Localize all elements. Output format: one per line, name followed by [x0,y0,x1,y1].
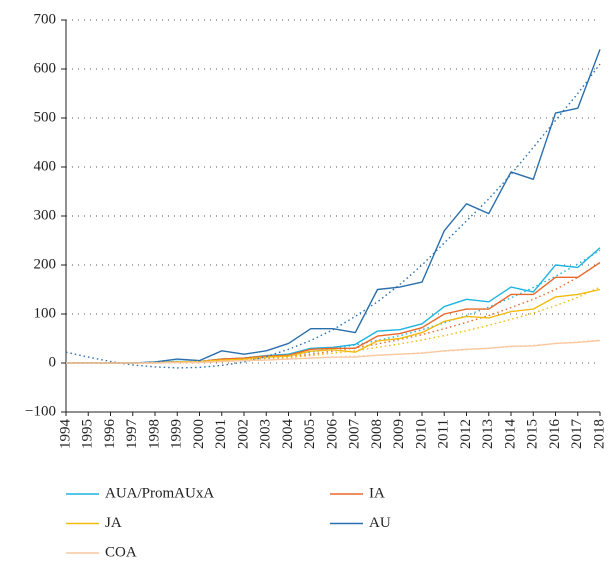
legend-label: AU [369,515,391,531]
x-tick-label: 2000 [191,419,207,449]
x-tick-label: 2014 [502,419,518,450]
x-tick-label: 2015 [525,419,541,449]
series-line [66,49,601,364]
x-tick-label: 2017 [569,419,585,450]
series-line [66,262,601,364]
legend-label: JA [105,515,122,531]
legend-label: COA [105,544,137,560]
y-tick-label: 0 [49,354,57,370]
trend-line [65,63,601,369]
x-tick-label: 2002 [235,419,251,449]
y-tick-label: 500 [34,109,57,125]
x-tick-label: 1995 [80,419,96,449]
legend-label: IA [369,485,385,501]
series-line [66,339,601,364]
y-tick-label: −100 [25,403,56,419]
x-tick-label: 1999 [169,419,185,449]
y-tick-label: 600 [34,60,57,76]
trend-line [66,339,601,364]
y-tick-label: 200 [34,256,57,272]
x-tick-label: 2010 [413,419,429,449]
x-tick-label: 2012 [458,419,474,449]
x-tick-label: 1998 [146,419,162,449]
legend-label: AUA/PromAUxA [105,485,214,501]
x-tick-label: 2005 [302,419,318,449]
trend-line [66,262,601,364]
x-tick-label: 1997 [124,419,140,450]
series-line [66,288,601,364]
x-tick-label: 2001 [213,419,229,449]
x-tick-label: 2004 [280,419,296,450]
x-tick-label: 2008 [369,419,385,449]
x-tick-label: 2003 [258,419,274,449]
x-tick-label: 2018 [591,419,607,449]
x-tick-label: 2006 [324,419,340,450]
x-tick-label: 2016 [547,419,563,450]
y-tick-label: 400 [34,158,57,174]
x-tick-label: 1994 [57,419,73,450]
y-tick-label: 300 [34,207,57,223]
x-tick-label: 2013 [480,419,496,449]
trend-line [66,286,601,364]
x-tick-label: 1996 [102,419,118,450]
y-tick-label: 700 [34,11,57,27]
x-tick-label: 2007 [347,419,363,450]
x-tick-label: 2009 [391,419,407,449]
x-tick-label: 2011 [436,419,452,448]
y-tick-label: 100 [34,305,57,321]
